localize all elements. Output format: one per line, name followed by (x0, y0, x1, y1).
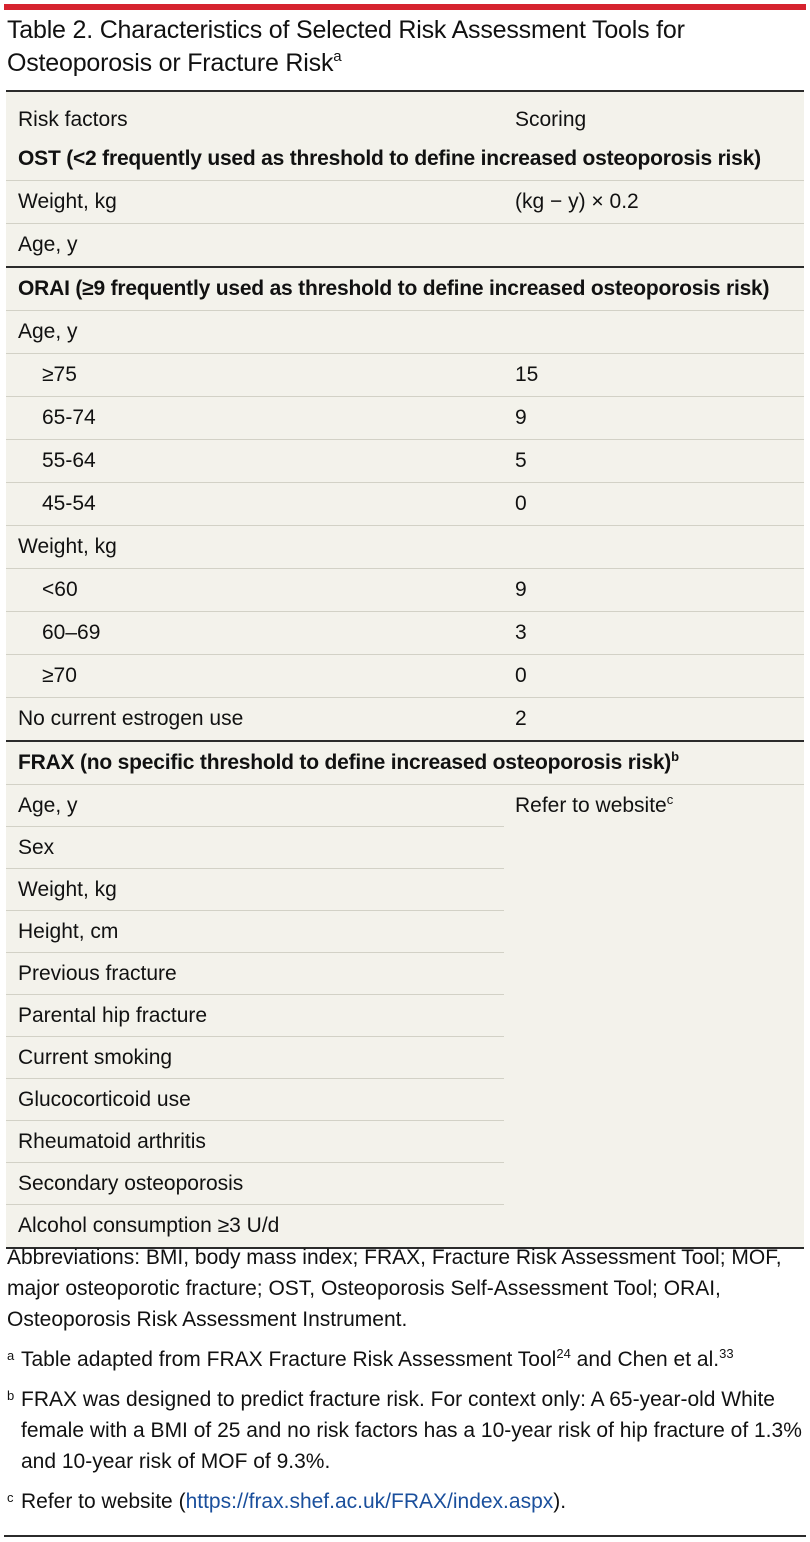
table-row: Age, y (6, 310, 804, 353)
table-notes: Abbreviations: BMI, body mass index; FRA… (7, 1242, 803, 1526)
header-scoring: Scoring (515, 108, 587, 131)
scoring-cell: (kg − y) × 0.2 (515, 190, 639, 213)
risk-factor-cell: 60–69 (42, 621, 101, 644)
footnote-c: c Refer to website (https://frax.shef.ac.… (7, 1486, 803, 1517)
risk-factor-cell: Previous fracture (18, 962, 177, 985)
title-footnote-mark: a (333, 48, 342, 65)
section-heading: OST (<2 frequently used as threshold to … (18, 147, 761, 170)
table-row: 45-54 0 (6, 482, 804, 525)
risk-factor-cell: 55-64 (42, 449, 96, 472)
scoring-cell: 5 (515, 449, 527, 472)
risk-factor-cell: ≥75 (42, 363, 77, 386)
footnote-a: a Table adapted from FRAX Fracture Risk A… (7, 1344, 803, 1375)
risk-table: Risk factors Scoring OST (<2 frequently … (6, 90, 804, 1249)
footnote-b: b FRAX was designed to predict fracture r… (7, 1384, 803, 1477)
table-row: Previous fracture (6, 952, 804, 995)
table-row: 60–69 3 (6, 611, 804, 654)
risk-factor-cell: 45-54 (42, 492, 96, 515)
table-row: Height, cm (6, 910, 804, 953)
table-row: Sex (6, 826, 804, 869)
table-title: Table 2. Characteristics of Selected Ris… (7, 16, 685, 77)
section-heading-row: ORAI (≥9 frequently used as threshold to… (6, 266, 804, 310)
abbreviations-note: Abbreviations: BMI, body mass index; FRA… (7, 1246, 782, 1331)
risk-factor-cell: Secondary osteoporosis (18, 1172, 244, 1195)
section-heading: FRAX (no specific threshold to define in… (18, 749, 679, 774)
footnote-c-mark: c (7, 1490, 14, 1505)
scoring-cell: Refer to websitec (515, 792, 674, 817)
table-row: Weight, kg (6, 525, 804, 568)
risk-factor-cell: <60 (42, 578, 78, 601)
table-row: Age, y (6, 223, 804, 266)
table-row: Weight, kg (kg − y) × 0.2 (6, 180, 804, 223)
header-risk-factors: Risk factors (18, 108, 128, 131)
table-row: 55-64 5 (6, 439, 804, 482)
risk-factor-cell: Current smoking (18, 1046, 173, 1069)
table-row: Secondary osteoporosis (6, 1162, 804, 1205)
frax-website-link[interactable]: https://frax.shef.ac.uk/FRAX/index.aspx (185, 1490, 554, 1513)
risk-factor-cell: Glucocorticoid use (18, 1088, 191, 1111)
scoring-cell: 2 (515, 707, 527, 730)
table-row: Parental hip fracture (6, 994, 804, 1037)
table-row: ≥70 0 (6, 654, 804, 697)
risk-factor-cell: Height, cm (18, 920, 119, 943)
scoring-cell: 0 (515, 664, 527, 687)
risk-factor-cell: Weight, kg (18, 535, 117, 558)
risk-factor-cell: Age, y (18, 320, 78, 343)
table-row: Weight, kg (6, 868, 804, 911)
table-row: 65-74 9 (6, 396, 804, 439)
risk-factor-cell: Weight, kg (18, 878, 117, 901)
table-row: Rheumatoid arthritis (6, 1120, 804, 1163)
footnote-b-mark: b (7, 1388, 15, 1403)
top-accent-rule (4, 4, 806, 10)
section-heading-row: OST (<2 frequently used as threshold to … (6, 138, 804, 180)
scoring-cell: 3 (515, 621, 527, 644)
risk-factor-cell: Sex (18, 836, 55, 859)
scoring-cell: 9 (515, 578, 527, 601)
table-row: Glucocorticoid use (6, 1078, 804, 1121)
footnote-a-mark: a (7, 1348, 15, 1363)
table-header-row: Risk factors Scoring (6, 92, 804, 138)
risk-factor-cell: 65-74 (42, 406, 96, 429)
scoring-footnote-mark: c (666, 792, 674, 807)
table-row: Current smoking (6, 1036, 804, 1079)
table-row: No current estrogen use 2 (6, 697, 804, 740)
table-row: Alcohol consumption ≥3 U/d (6, 1204, 804, 1247)
scoring-cell: 15 (515, 363, 539, 386)
risk-factor-cell: No current estrogen use (18, 707, 244, 730)
table-row: <60 9 (6, 568, 804, 611)
section-heading: ORAI (≥9 frequently used as threshold to… (18, 277, 770, 300)
table-row: ≥75 15 (6, 353, 804, 396)
heading-footnote-mark: b (671, 749, 679, 764)
table-row: Age, y Refer to websitec (6, 784, 804, 827)
risk-factor-cell: Age, y (18, 794, 78, 817)
section-heading-row: FRAX (no specific threshold to define in… (6, 740, 804, 784)
table-body: OST (<2 frequently used as threshold to … (6, 138, 804, 1247)
risk-factor-cell: Alcohol consumption ≥3 U/d (18, 1214, 280, 1237)
risk-factor-cell: Age, y (18, 233, 78, 256)
risk-factor-cell: ≥70 (42, 664, 77, 687)
risk-factor-cell: Parental hip fracture (18, 1004, 208, 1027)
risk-factor-cell: Weight, kg (18, 190, 117, 213)
risk-factor-cell: Rheumatoid arthritis (18, 1130, 206, 1153)
scoring-cell: 0 (515, 492, 527, 515)
bottom-rule (4, 1535, 806, 1537)
scoring-cell: 9 (515, 406, 527, 429)
